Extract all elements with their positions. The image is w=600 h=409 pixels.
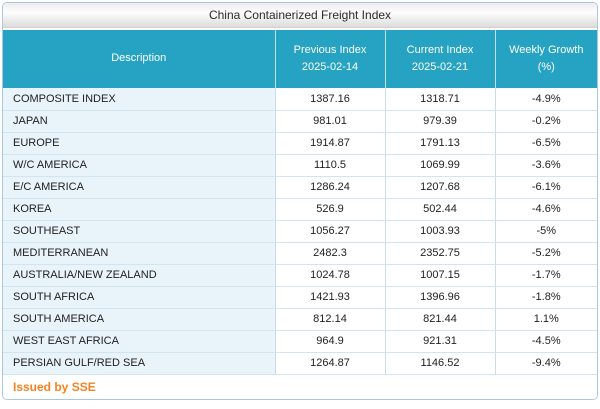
table-row: JAPAN 981.01 979.39 -0.2% (3, 110, 597, 133)
previous-index-cell: 1421.93 (274, 286, 385, 309)
current-index-cell: 1003.93 (384, 220, 495, 243)
current-index-cell: 979.39 (384, 110, 495, 133)
current-index-cell: 1007.15 (384, 264, 495, 287)
description-cell: JAPAN (3, 110, 275, 133)
header-description: Description (3, 30, 275, 88)
table-row: E/C AMERICA 1286.24 1207.68 -6.1% (3, 176, 597, 199)
current-index-cell: 1318.71 (384, 88, 495, 111)
header-line: Description (111, 52, 167, 65)
table-row: W/C AMERICA 1110.5 1069.99 -3.6% (3, 154, 597, 177)
description-cell: WEST EAST AFRICA (3, 330, 275, 353)
previous-index-cell: 981.01 (274, 110, 385, 133)
description-cell: SOUTH AMERICA (3, 308, 275, 331)
issued-by-text: Issued by SSE (13, 379, 96, 394)
title-bar: China Containerized Freight Index (3, 3, 597, 28)
weekly-growth-cell: -4.5% (494, 330, 597, 353)
table-row: WEST EAST AFRICA 964.9 921.31 -4.5% (3, 330, 597, 353)
weekly-growth-cell: -3.6% (494, 154, 597, 177)
current-index-cell: 1791.13 (384, 132, 495, 155)
header-weekly-growth: Weekly Growth (%) (494, 30, 597, 88)
current-index-cell: 1207.68 (384, 176, 495, 199)
previous-index-cell: 1914.87 (274, 132, 385, 155)
previous-index-cell: 812.14 (274, 308, 385, 331)
previous-index-cell: 1024.78 (274, 264, 385, 287)
weekly-growth-cell: -4.6% (494, 198, 597, 221)
description-cell: AUSTRALIA/NEW ZEALAND (3, 264, 275, 287)
table-row: SOUTHEAST 1056.27 1003.93 -5% (3, 220, 597, 243)
previous-index-cell: 1110.5 (274, 154, 385, 177)
current-index-cell: 502.44 (384, 198, 495, 221)
table-row: SOUTH AFRICA 1421.93 1396.96 -1.8% (3, 286, 597, 309)
table-row: COMPOSITE INDEX 1387.16 1318.71 -4.9% (3, 88, 597, 111)
header-line: Current Index (406, 43, 474, 56)
current-index-cell: 2352.75 (384, 242, 495, 265)
weekly-growth-cell: -6.1% (494, 176, 597, 199)
table-body: COMPOSITE INDEX 1387.16 1318.71 -4.9% JA… (3, 88, 597, 375)
header-row: Description Previous Index 2025-02-14 Cu… (3, 30, 597, 88)
description-cell: E/C AMERICA (3, 176, 275, 199)
page-title: China Containerized Freight Index (208, 8, 392, 22)
freight-index-panel: China Containerized Freight Index Descri… (2, 2, 598, 400)
header-line: (%) (537, 61, 555, 73)
current-index-cell: 821.44 (384, 308, 495, 331)
description-cell: SOUTH AFRICA (3, 286, 275, 309)
previous-index-cell: 526.9 (274, 198, 385, 221)
description-cell: W/C AMERICA (3, 154, 275, 177)
header-current-index: Current Index 2025-02-21 (384, 30, 495, 88)
weekly-growth-cell: -4.9% (494, 88, 597, 111)
previous-index-cell: 1387.16 (274, 88, 385, 111)
weekly-growth-cell: -5% (494, 220, 597, 243)
current-index-cell: 1069.99 (384, 154, 495, 177)
description-cell: MEDITERRANEAN (3, 242, 275, 265)
description-cell: COMPOSITE INDEX (3, 88, 275, 111)
table-row: EUROPE 1914.87 1791.13 -6.5% (3, 132, 597, 155)
weekly-growth-cell: -5.2% (494, 242, 597, 265)
table-row: AUSTRALIA/NEW ZEALAND 1024.78 1007.15 -1… (3, 264, 597, 287)
weekly-growth-cell: -1.8% (494, 286, 597, 309)
current-index-cell: 1396.96 (384, 286, 495, 309)
weekly-growth-cell: -0.2% (494, 110, 597, 133)
table-row: PERSIAN GULF/RED SEA 1264.87 1146.52 -9.… (3, 352, 597, 375)
current-index-cell: 921.31 (384, 330, 495, 353)
weekly-growth-cell: -9.4% (494, 352, 597, 375)
description-cell: PERSIAN GULF/RED SEA (3, 352, 275, 375)
table-row: KOREA 526.9 502.44 -4.6% (3, 198, 597, 221)
table-row: SOUTH AMERICA 812.14 821.44 1.1% (3, 308, 597, 331)
previous-index-cell: 964.9 (274, 330, 385, 353)
description-cell: SOUTHEAST (3, 220, 275, 243)
current-index-cell: 1146.52 (384, 352, 495, 375)
header-previous-index: Previous Index 2025-02-14 (274, 30, 385, 88)
previous-index-cell: 1286.24 (274, 176, 385, 199)
previous-index-cell: 1264.87 (274, 352, 385, 375)
description-cell: EUROPE (3, 132, 275, 155)
weekly-growth-cell: -6.5% (494, 132, 597, 155)
weekly-growth-cell: -1.7% (494, 264, 597, 287)
description-cell: KOREA (3, 198, 275, 221)
freight-index-table: Description Previous Index 2025-02-14 Cu… (3, 30, 597, 375)
header-line: 2025-02-14 (301, 61, 359, 73)
weekly-growth-cell: 1.1% (494, 308, 597, 331)
footer: Issued by SSE (3, 374, 597, 399)
header-line: 2025-02-21 (411, 61, 469, 73)
header-line: Weekly Growth (509, 43, 584, 56)
table-row: MEDITERRANEAN 2482.3 2352.75 -5.2% (3, 242, 597, 265)
header-line: Previous Index (293, 43, 367, 56)
previous-index-cell: 2482.3 (274, 242, 385, 265)
previous-index-cell: 1056.27 (274, 220, 385, 243)
